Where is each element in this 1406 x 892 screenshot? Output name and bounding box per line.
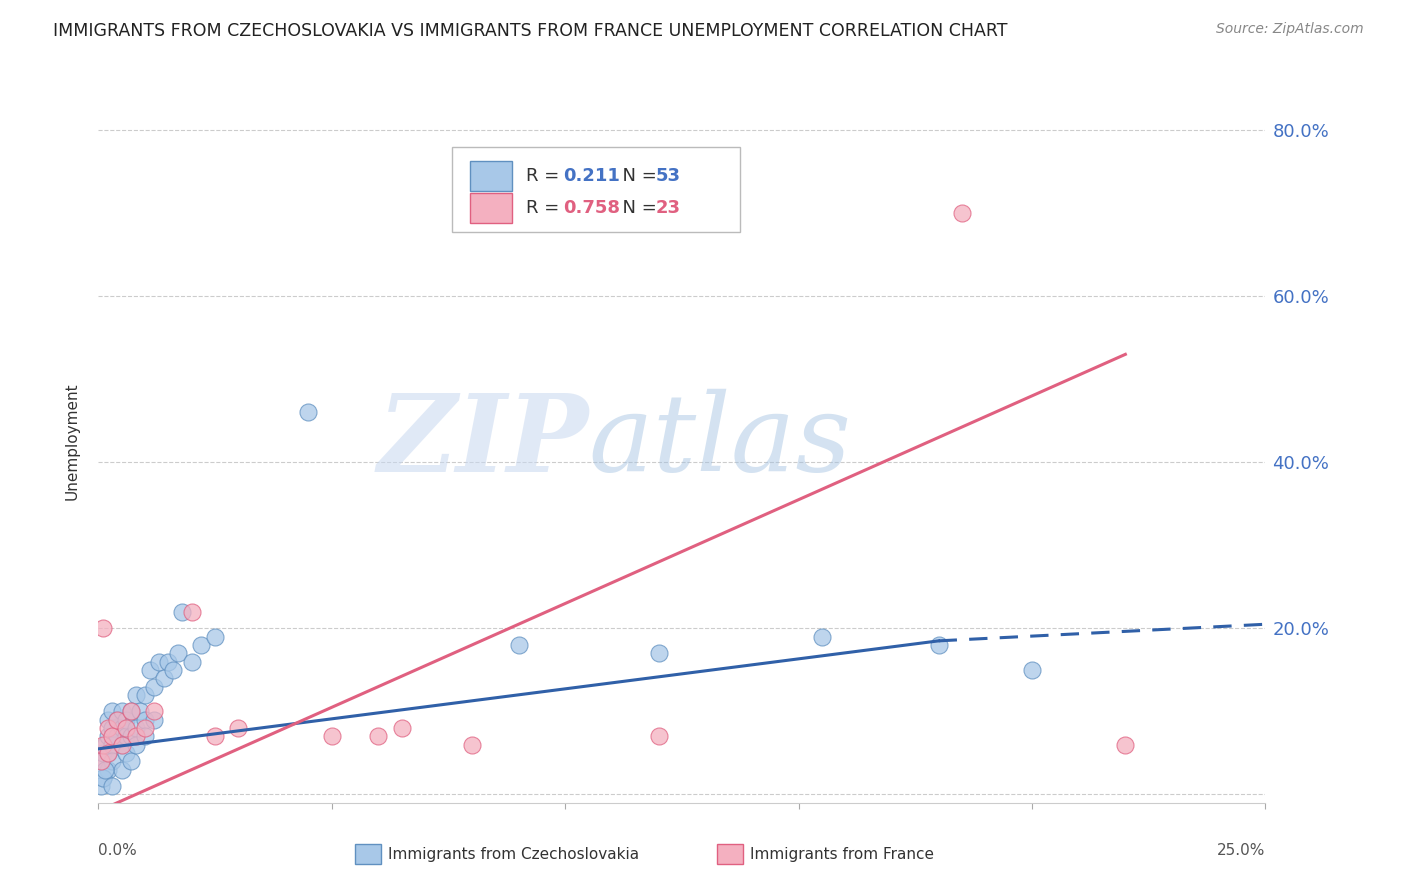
Text: N =: N = xyxy=(610,199,662,217)
Point xyxy=(115,713,138,727)
Point xyxy=(111,738,134,752)
Text: 0.0%: 0.0% xyxy=(98,843,138,857)
Text: 0.758: 0.758 xyxy=(562,199,620,217)
Point xyxy=(647,730,669,744)
Point xyxy=(91,621,114,635)
Point xyxy=(950,206,973,220)
Point xyxy=(91,746,114,760)
Text: 0.211: 0.211 xyxy=(562,167,620,185)
Point xyxy=(391,721,413,735)
Point xyxy=(94,738,117,752)
Text: 53: 53 xyxy=(655,167,681,185)
Point xyxy=(162,663,184,677)
Point xyxy=(139,663,162,677)
Point xyxy=(367,730,389,744)
Y-axis label: Unemployment: Unemployment xyxy=(65,383,80,500)
Point xyxy=(97,746,120,760)
Point xyxy=(105,713,128,727)
Point xyxy=(148,655,170,669)
Point xyxy=(91,771,114,785)
Point xyxy=(143,680,166,694)
Text: atlas: atlas xyxy=(589,389,852,494)
Point xyxy=(97,746,120,760)
Point xyxy=(125,730,148,744)
Point xyxy=(120,705,142,719)
Point xyxy=(228,721,250,735)
Point xyxy=(91,738,114,752)
Point xyxy=(97,721,120,735)
Point xyxy=(101,721,124,735)
Text: Immigrants from Czechoslovakia: Immigrants from Czechoslovakia xyxy=(388,847,638,862)
Point xyxy=(97,730,120,744)
Point xyxy=(811,630,834,644)
Point xyxy=(111,738,134,752)
Point xyxy=(101,738,124,752)
Text: Source: ZipAtlas.com: Source: ZipAtlas.com xyxy=(1216,22,1364,37)
Text: Immigrants from France: Immigrants from France xyxy=(749,847,934,862)
Bar xyxy=(717,844,742,864)
Point xyxy=(172,605,194,619)
Point xyxy=(90,754,112,768)
Point xyxy=(120,705,142,719)
Point xyxy=(204,730,226,744)
Point xyxy=(115,730,138,744)
Point xyxy=(90,754,112,768)
Point xyxy=(204,630,226,644)
Point xyxy=(134,688,156,702)
Point xyxy=(508,638,530,652)
Point xyxy=(91,771,114,785)
Text: 23: 23 xyxy=(655,199,681,217)
Point xyxy=(101,779,124,793)
Point xyxy=(134,721,156,735)
Point xyxy=(101,754,124,768)
Point xyxy=(125,688,148,702)
Point xyxy=(111,705,134,719)
Text: R =: R = xyxy=(526,167,565,185)
Point xyxy=(115,746,138,760)
Point xyxy=(143,705,166,719)
Point xyxy=(90,779,112,793)
Point xyxy=(94,763,117,777)
Point xyxy=(1021,663,1043,677)
Point xyxy=(166,646,188,660)
Point xyxy=(105,713,128,727)
Point xyxy=(111,721,134,735)
Bar xyxy=(356,844,381,864)
Point xyxy=(105,730,128,744)
Point xyxy=(101,730,124,744)
Point xyxy=(928,638,950,652)
Point xyxy=(321,730,343,744)
Point xyxy=(97,763,120,777)
Point xyxy=(125,738,148,752)
Point xyxy=(647,646,669,660)
Text: ZIP: ZIP xyxy=(377,389,589,494)
Point xyxy=(157,655,180,669)
Text: IMMIGRANTS FROM CZECHOSLOVAKIA VS IMMIGRANTS FROM FRANCE UNEMPLOYMENT CORRELATIO: IMMIGRANTS FROM CZECHOSLOVAKIA VS IMMIGR… xyxy=(53,22,1008,40)
Point xyxy=(120,754,142,768)
Point xyxy=(115,721,138,735)
Point xyxy=(180,605,202,619)
Point xyxy=(1114,738,1136,752)
Point xyxy=(101,705,124,719)
Point xyxy=(152,671,174,685)
Point xyxy=(461,738,484,752)
Point xyxy=(125,721,148,735)
Point xyxy=(134,730,156,744)
Point xyxy=(111,763,134,777)
Point xyxy=(297,405,319,419)
Point xyxy=(143,713,166,727)
Point xyxy=(180,655,202,669)
Text: R =: R = xyxy=(526,199,565,217)
Text: 25.0%: 25.0% xyxy=(1218,843,1265,857)
Point xyxy=(97,713,120,727)
Text: N =: N = xyxy=(610,167,662,185)
Point xyxy=(129,705,152,719)
Point xyxy=(190,638,212,652)
Point xyxy=(134,713,156,727)
Point xyxy=(120,730,142,744)
